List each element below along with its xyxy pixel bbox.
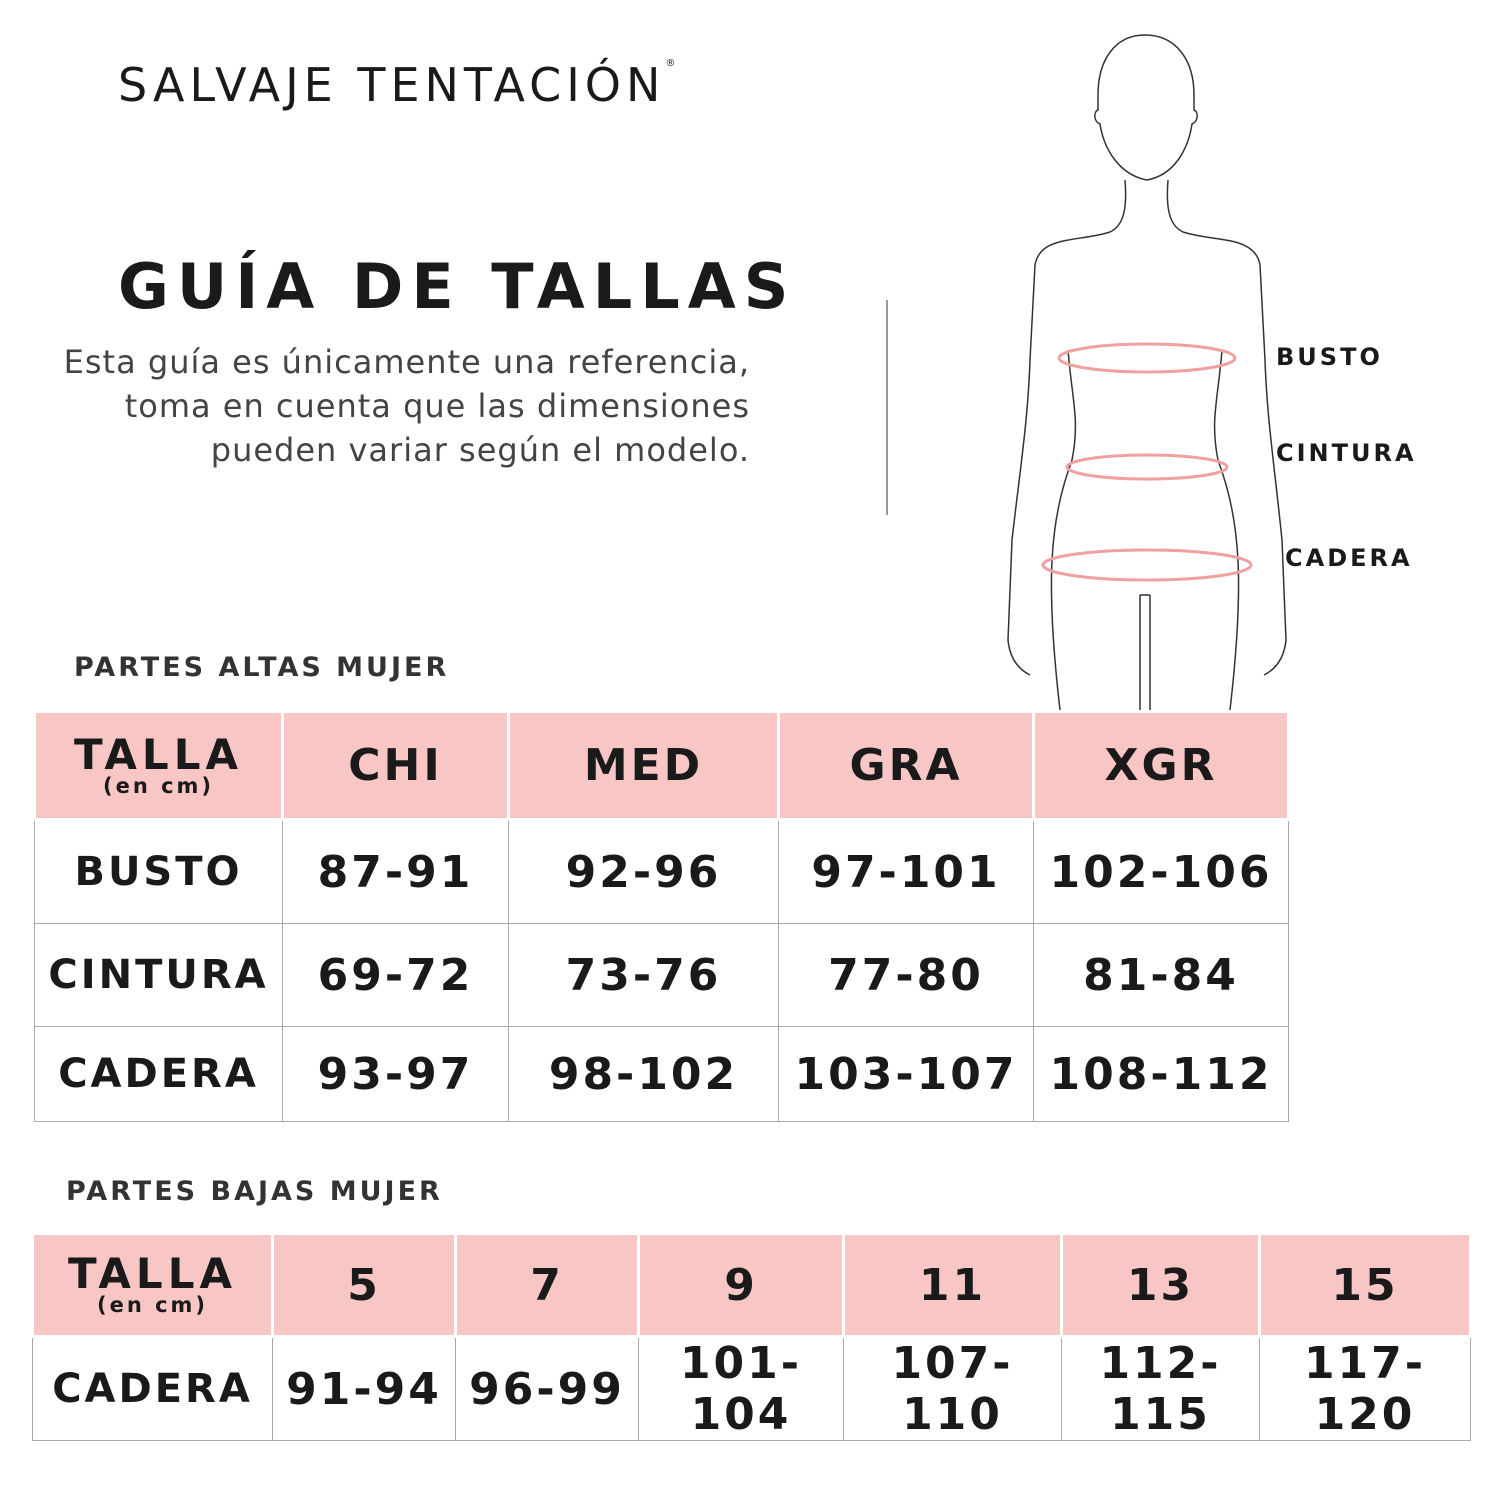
divider [886,300,888,515]
figure-label-busto: BUSTO [1276,343,1383,371]
lower-table-title: PARTES BAJAS MUJER [66,1176,443,1207]
cell-value: 108-112 [1033,1026,1289,1122]
figure-label-cadera: CADERA [1285,544,1413,572]
cell-value: 92-96 [508,819,779,924]
talla-label: TALLA [68,1249,237,1298]
brand-name: SALVAJE TENTACIÓN [118,58,666,112]
talla-header: TALLA (en cm) [31,1232,274,1338]
cell-value: 87-91 [282,819,509,924]
row-label: BUSTO [34,819,283,924]
upper-size-table: TALLA (en cm) CHI MED GRA XGR BUSTO 87-91… [33,710,1290,1122]
size-header: 15 [1258,1232,1472,1338]
size-header: 13 [1060,1232,1261,1338]
size-header: 9 [637,1232,845,1338]
talla-label: TALLA [74,729,243,779]
cell-value: 91-94 [272,1336,456,1441]
body-figure-illustration [1007,34,1287,711]
cell-value: 81-84 [1033,923,1289,1027]
lower-size-table: TALLA (en cm) 5 7 9 11 13 15 CADERA 91-94… [31,1232,1472,1441]
table-row: CINTURA 69-72 73-76 77-80 81-84 [34,923,1289,1027]
description: Esta guía es únicamente una referencia, … [63,343,750,469]
size-header: 7 [454,1232,640,1338]
row-label: CADERA [34,1026,283,1122]
cell-value: 97-101 [778,819,1034,924]
cell-value: 93-97 [282,1026,509,1122]
table-row: BUSTO 87-91 92-96 97-101 102-106 [34,819,1289,924]
cell-value: 96-99 [455,1336,639,1441]
cell-value: 112-115 [1061,1336,1260,1441]
cell-value: 73-76 [508,923,779,1027]
brand-logo: SALVAJE TENTACIÓN® [118,58,675,112]
row-label: CADERA [32,1336,273,1441]
table-header-row: TALLA (en cm) CHI MED GRA XGR [33,710,1290,821]
cell-value: 102-106 [1033,819,1289,924]
figure-label-cintura: CINTURA [1276,439,1417,467]
unit-label: (en cm) [102,773,215,798]
table-row: CADERA 91-94 96-99 101-104 107-110 112-1… [32,1336,1471,1441]
cell-value: 107-110 [843,1336,1062,1441]
size-header: GRA [777,710,1035,821]
unit-label: (en cm) [96,1293,209,1317]
cell-value: 69-72 [282,923,509,1027]
cell-value: 101-104 [638,1336,844,1441]
size-header: 5 [271,1232,457,1338]
size-header: CHI [281,710,510,821]
cell-value: 103-107 [778,1026,1034,1122]
size-header: 11 [842,1232,1063,1338]
cell-value: 98-102 [508,1026,779,1122]
talla-header: TALLA (en cm) [33,710,284,821]
row-label: CINTURA [34,923,283,1027]
size-header: MED [507,710,780,821]
page-title: GUÍA DE TALLAS [118,250,797,323]
upper-table-title: PARTES ALTAS MUJER [74,652,450,683]
table-header-row: TALLA (en cm) 5 7 9 11 13 15 [31,1232,1472,1338]
table-row: CADERA 93-97 98-102 103-107 108-112 [34,1026,1289,1122]
registered-mark: ® [665,58,676,69]
cell-value: 77-80 [778,923,1034,1027]
size-header: XGR [1032,710,1290,821]
cell-value: 117-120 [1259,1336,1471,1441]
